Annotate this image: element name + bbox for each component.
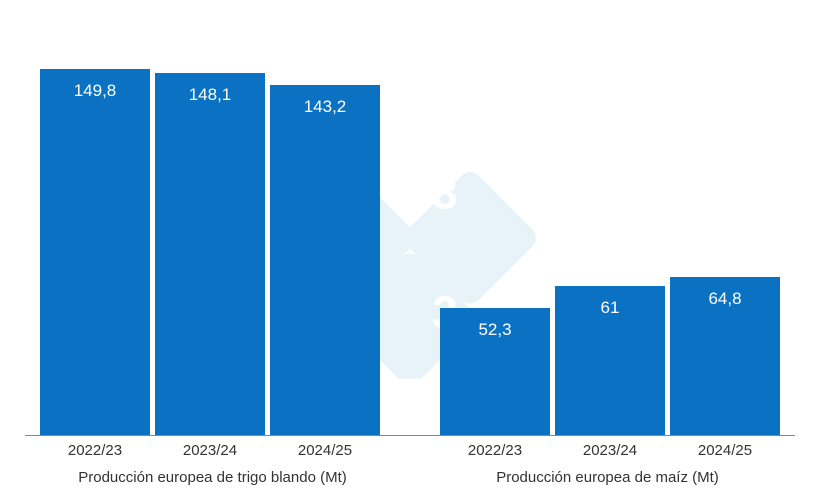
group-title-maize: Producción europea de maíz (Mt) xyxy=(435,469,780,486)
x-axis-label: 2022/23 xyxy=(40,442,150,459)
x-axis-label: 2024/25 xyxy=(270,442,380,459)
bar: 149,8 xyxy=(40,69,150,436)
x-label-group-wheat: 2022/23 2023/24 2024/25 xyxy=(40,442,380,459)
bar-value-label: 149,8 xyxy=(40,81,150,101)
x-axis-label: 2022/23 xyxy=(440,442,550,459)
x-axis-labels: 2022/23 2023/24 2024/25 2022/23 2023/24 … xyxy=(25,442,795,459)
group-title-wheat: Producción europea de trigo blando (Mt) xyxy=(40,469,385,486)
x-axis-label: 2023/24 xyxy=(155,442,265,459)
bar-value-label: 148,1 xyxy=(155,85,265,105)
bar-value-label: 52,3 xyxy=(440,320,550,340)
bar-group-maize: 52,3 61 64,8 xyxy=(440,56,780,436)
x-label-group-maize: 2022/23 2023/24 2024/25 xyxy=(440,442,780,459)
bar: 52,3 xyxy=(440,308,550,436)
x-axis-label: 2024/25 xyxy=(670,442,780,459)
bar: 64,8 xyxy=(670,277,780,436)
group-titles: Producción europea de trigo blando (Mt) … xyxy=(25,469,795,486)
bar: 61 xyxy=(555,286,665,436)
bar-group-wheat: 149,8 148,1 143,2 xyxy=(40,56,380,436)
x-axis-line xyxy=(25,435,795,436)
bar-value-label: 64,8 xyxy=(670,289,780,309)
bar-value-label: 61 xyxy=(555,298,665,318)
x-axis-label: 2023/24 xyxy=(555,442,665,459)
bar: 143,2 xyxy=(270,85,380,436)
chart-area: 149,8 148,1 143,2 52,3 61 64,8 xyxy=(25,56,795,436)
bar: 148,1 xyxy=(155,73,265,436)
bars-area: 149,8 148,1 143,2 52,3 61 64,8 xyxy=(25,56,795,436)
bar-value-label: 143,2 xyxy=(270,97,380,117)
